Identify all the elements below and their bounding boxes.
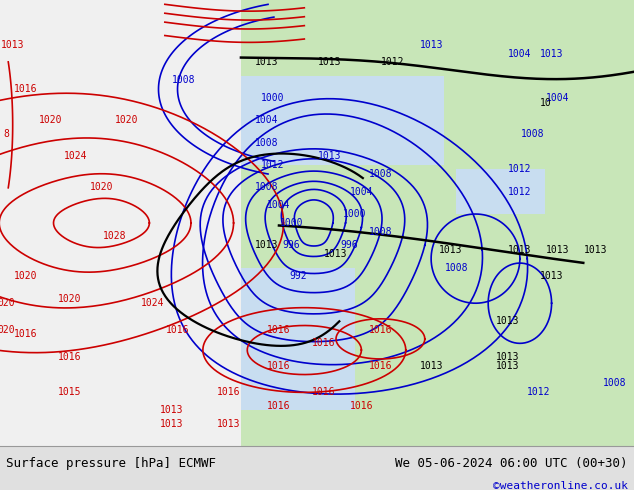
Text: 8: 8 [3,129,10,139]
Text: 1015: 1015 [58,388,82,397]
FancyBboxPatch shape [241,268,355,410]
FancyBboxPatch shape [241,0,634,446]
Text: 1013: 1013 [254,57,278,68]
Text: 1024: 1024 [64,151,88,161]
Text: 1013: 1013 [318,57,342,68]
Text: 1016: 1016 [58,352,82,362]
Text: ©weatheronline.co.uk: ©weatheronline.co.uk [493,481,628,490]
Text: 1016: 1016 [216,388,240,397]
Text: 1016: 1016 [311,338,335,348]
Text: 1020: 1020 [58,294,82,304]
Text: 1013: 1013 [495,316,519,326]
FancyBboxPatch shape [0,0,241,446]
Text: 1000: 1000 [343,209,367,219]
Text: 1013: 1013 [508,245,532,255]
Text: 1012: 1012 [527,388,551,397]
Text: 1004: 1004 [349,187,373,197]
Text: 10: 10 [540,98,551,108]
Text: 1020: 1020 [13,271,37,281]
Text: We 05-06-2024 06:00 UTC (00+30): We 05-06-2024 06:00 UTC (00+30) [395,457,628,470]
Text: 1004: 1004 [508,49,532,58]
Text: 996: 996 [283,240,301,250]
Text: 1016: 1016 [267,361,291,370]
Text: 1013: 1013 [159,418,183,429]
Text: 1013: 1013 [540,271,564,281]
Text: 1012: 1012 [508,165,532,174]
Text: 1016: 1016 [267,401,291,411]
Text: 1004: 1004 [546,93,570,103]
Text: 1020: 1020 [89,182,113,192]
Text: 1000: 1000 [261,93,285,103]
Text: 992: 992 [289,271,307,281]
Text: 1013: 1013 [419,361,443,370]
Text: 1028: 1028 [102,231,126,242]
Text: 1008: 1008 [254,182,278,192]
Text: 020: 020 [0,325,15,335]
Text: 996: 996 [340,240,358,250]
Text: 1008: 1008 [444,263,469,272]
Text: 1016: 1016 [311,388,335,397]
Text: 1004: 1004 [267,200,291,210]
Text: 1016: 1016 [13,84,37,94]
Text: 1013: 1013 [495,361,519,370]
Text: 1013: 1013 [495,352,519,362]
Text: 1004: 1004 [254,115,278,125]
FancyBboxPatch shape [456,170,545,214]
Text: 1016: 1016 [368,361,392,370]
Text: 1016: 1016 [267,325,291,335]
Text: 1020: 1020 [39,115,63,125]
Text: 1013: 1013 [546,245,570,255]
Text: 1013: 1013 [216,418,240,429]
Text: 1013: 1013 [584,245,608,255]
Text: Surface pressure [hPa] ECMWF: Surface pressure [hPa] ECMWF [6,457,216,470]
Text: 1013: 1013 [318,151,342,161]
Text: 1016: 1016 [13,329,37,340]
Text: 1008: 1008 [368,227,392,237]
Text: 1016: 1016 [368,325,392,335]
Text: 1008: 1008 [368,169,392,179]
Text: 1024: 1024 [140,298,164,308]
FancyBboxPatch shape [241,76,444,165]
Text: 1013: 1013 [540,49,564,58]
Text: 1012: 1012 [261,160,285,170]
Text: 1012: 1012 [508,187,532,197]
Text: 1020: 1020 [115,115,139,125]
Text: 1008: 1008 [603,378,627,389]
Text: 1008: 1008 [521,129,545,139]
Text: 1013: 1013 [254,240,278,250]
Text: 020: 020 [0,298,15,308]
Text: 1013: 1013 [1,40,25,49]
Text: 1013: 1013 [159,405,183,415]
Text: 1012: 1012 [381,57,405,68]
Text: 1016: 1016 [165,325,190,335]
Text: 1013: 1013 [419,40,443,49]
Text: 1008: 1008 [254,138,278,147]
Text: 1008: 1008 [172,75,196,85]
Text: 1013: 1013 [438,245,462,255]
Text: 1016: 1016 [349,401,373,411]
Text: 1000: 1000 [280,218,304,228]
Text: 1013: 1013 [324,249,348,259]
